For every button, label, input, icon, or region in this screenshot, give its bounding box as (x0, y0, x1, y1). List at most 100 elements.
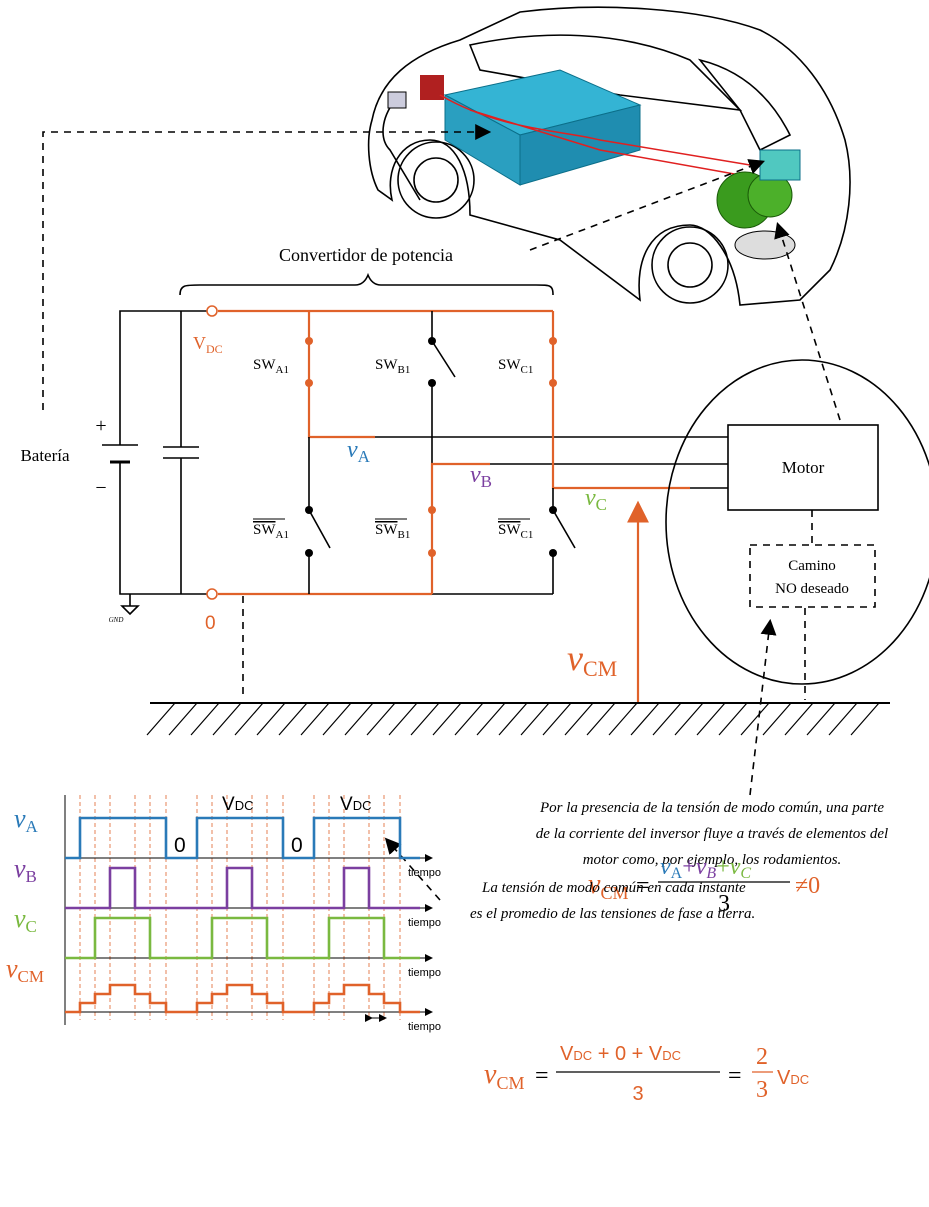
level-sub: DC (235, 798, 254, 813)
f2-v: V (649, 1043, 663, 1065)
sw-sub: C1 (521, 364, 534, 376)
wave-main: v (14, 904, 26, 933)
path-shape (309, 437, 728, 594)
sw-sub: B1 (398, 529, 411, 541)
wave-sub: A (26, 817, 39, 836)
sw-main: SW (375, 357, 398, 373)
sw-main: SW (498, 522, 521, 538)
f2-frac-den: 3 (756, 1077, 768, 1103)
ellipse-shape (666, 360, 929, 684)
phase-main: v (347, 437, 358, 463)
ground-hatch (147, 703, 879, 735)
vdc-main: V (193, 333, 206, 353)
rect-shape (760, 150, 800, 180)
hatch-line (565, 703, 593, 735)
hatch-line (609, 703, 637, 735)
f2-lhs-main: v (484, 1059, 497, 1090)
sw-sub: A1 (276, 364, 289, 376)
time-labels: tiempo tiempo tiempo tiempo (408, 867, 441, 1033)
phase-sub: C (596, 495, 607, 514)
path-shape (750, 622, 770, 795)
hatch-line (323, 703, 351, 735)
waveform (65, 818, 420, 858)
hatch-line (851, 703, 879, 735)
hatch-line (741, 703, 769, 735)
circle-shape (305, 549, 313, 557)
hatch-line (235, 703, 263, 735)
wave-sub: C (26, 917, 37, 936)
circle-shape (428, 337, 436, 345)
switch-label: SWC1 (498, 522, 533, 541)
wave-levels: VDC VDC 0 0 (174, 794, 371, 857)
converter-title: Convertidor de potencia (279, 245, 453, 265)
circle-shape (668, 243, 712, 287)
hatch-line (147, 703, 175, 735)
waveforms (65, 795, 432, 1025)
note-line: La tensión de modo común en cada instant… (481, 880, 746, 896)
f1-plus: + (716, 854, 730, 880)
hatch-line (521, 703, 549, 735)
page: body{margin:0;background:#fff;} svg{disp… (0, 0, 929, 1207)
wave-label: vB (14, 854, 37, 886)
level-main: V (222, 794, 235, 815)
vcm-label: vCM (567, 638, 617, 681)
wave-main: v (14, 804, 26, 833)
wave-main: v (14, 854, 26, 883)
vcm-sub: CM (583, 656, 617, 681)
time-label: tiempo (408, 967, 441, 979)
note-line: de la corriente del inversor fluye a tra… (536, 826, 888, 842)
f2-frac-num: 2 (756, 1044, 768, 1070)
hatch-line (719, 703, 747, 735)
f2-v: V (560, 1043, 574, 1065)
hatch-line (499, 703, 527, 735)
path-shape (553, 311, 690, 488)
path-shape (553, 488, 728, 594)
path-label: NO deseado (775, 581, 849, 597)
note-line: es el promedio de las tensiones de fase … (470, 906, 755, 922)
f2-zero: 0 (615, 1043, 626, 1065)
hatch-line (367, 703, 395, 735)
hatch-line (279, 703, 307, 735)
circle-shape (305, 379, 313, 387)
f1-v: v (696, 854, 707, 880)
f1-v: v (730, 854, 741, 880)
phase-main: v (585, 485, 596, 511)
wave-label: vCM (6, 954, 44, 986)
level-sub: DC (353, 798, 372, 813)
motor-label: Motor (782, 458, 825, 477)
circle-shape (549, 549, 557, 557)
waveform (65, 985, 420, 1012)
rect-shape (388, 92, 406, 108)
vcm-main: v (567, 638, 583, 678)
path-shape (700, 60, 790, 150)
f2-tail-sub: DC (790, 1072, 809, 1087)
time-label: tiempo (408, 917, 441, 929)
rect-shape (750, 545, 875, 607)
path-shape (180, 275, 553, 295)
battery-plus: + (95, 415, 106, 437)
hatch-line (763, 703, 791, 735)
sw-main: SW (375, 522, 398, 538)
hatch-line (345, 703, 373, 735)
sw-main: SW (498, 357, 521, 373)
level-high: VDC (222, 794, 253, 815)
hatch-line (587, 703, 615, 735)
wave-labels: vA vB vC vCM (6, 804, 44, 986)
battery-minus: − (95, 477, 106, 499)
path-shape (309, 311, 375, 437)
circle-shape (305, 506, 313, 514)
sw-sub: A1 (276, 529, 289, 541)
f1-plus: + (682, 854, 696, 880)
hatch-line (829, 703, 857, 735)
phase-label: vC (585, 485, 607, 514)
f2-eq: = (535, 1063, 549, 1089)
sw-main: SW (253, 357, 276, 373)
waveform (65, 868, 420, 908)
path-shape (778, 225, 840, 420)
f2-eq2: = (728, 1063, 742, 1089)
vdc-label: VDC (193, 333, 223, 356)
switch-label: SWB1 (375, 522, 410, 541)
battery-label: Batería (20, 446, 70, 465)
wave-sub: CM (18, 967, 44, 986)
hatch-line (653, 703, 681, 735)
